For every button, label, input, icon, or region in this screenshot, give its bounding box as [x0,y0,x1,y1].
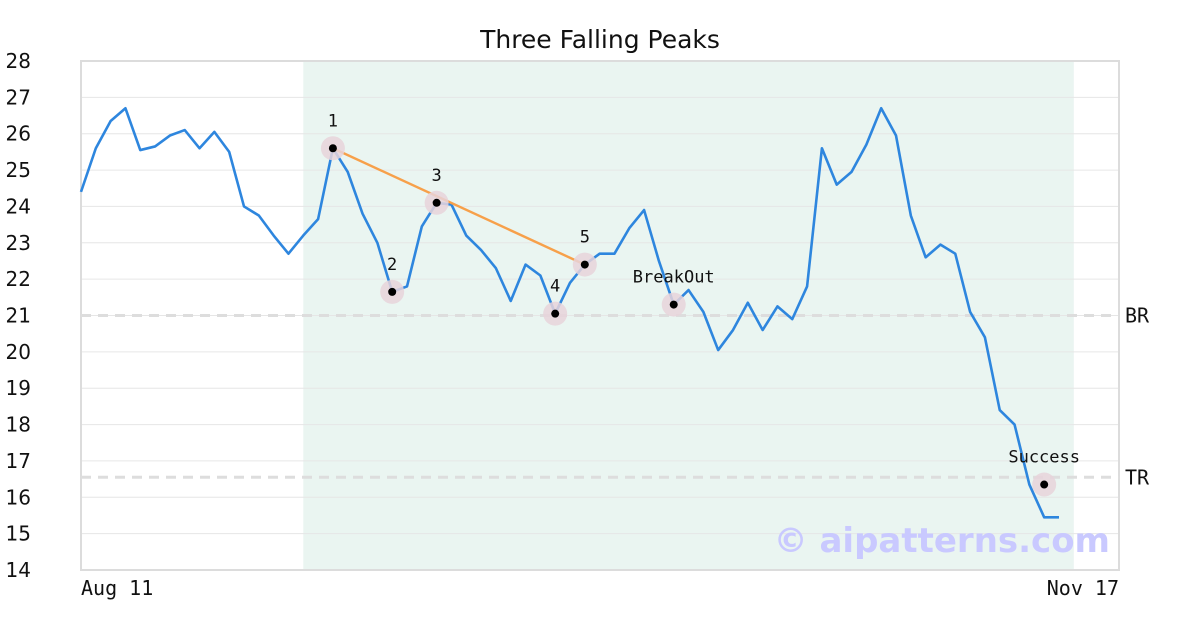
price-series [79,106,1059,519]
point-label: Success [1008,448,1080,468]
y-tick-label: 15 [6,522,31,546]
y-tick-label: 28 [6,49,31,73]
y-tick-label: 17 [6,449,31,473]
point-marker [669,300,678,309]
point-label: 1 [328,111,338,131]
y-tick-label: 21 [6,304,31,328]
y-tick-label: 23 [6,231,31,255]
point-marker [328,144,337,153]
point-marker [432,198,441,207]
point-marker [388,287,397,296]
reference-lines: BR TR [81,304,1150,489]
trendline [332,147,586,266]
falling-peaks-trendline [332,147,586,266]
y-tick-label: 22 [6,267,31,291]
point-marker [1040,480,1049,489]
point-label: 2 [387,255,397,275]
watermark: © aipatterns.com [774,521,1110,561]
reference-label-br: BR [1125,304,1150,328]
price-line [79,106,1059,519]
x-axis: Aug 11 Nov 17 [81,576,1119,600]
y-tick-label: 16 [6,485,31,509]
y-tick-label: 19 [6,376,31,400]
point-marker [551,309,560,318]
point-marker [580,260,589,269]
x-tick-label: Aug 11 [81,576,153,600]
y-tick-label: 20 [6,340,31,364]
y-tick-label: 18 [6,413,31,437]
y-tick-label: 27 [6,85,31,109]
y-tick-label: 26 [6,122,31,146]
point-label: 5 [580,228,590,248]
point-label: BreakOut [633,268,715,288]
point-label: 3 [432,166,442,186]
point-label: 4 [550,277,560,297]
y-tick-label: 24 [6,194,31,218]
y-tick-label: 25 [6,158,31,182]
y-axis: 14 15 16 17 18 19 20 21 22 23 24 25 26 27 28 [6,49,31,582]
reference-label-tr: TR [1125,465,1150,489]
x-tick-label: Nov 17 [1047,576,1119,600]
chart-title: Three Falling Peaks [479,25,720,54]
pattern-points: 1 2 3 4 5 BreakOut Success [320,111,1080,497]
y-tick-label: 14 [6,558,31,582]
